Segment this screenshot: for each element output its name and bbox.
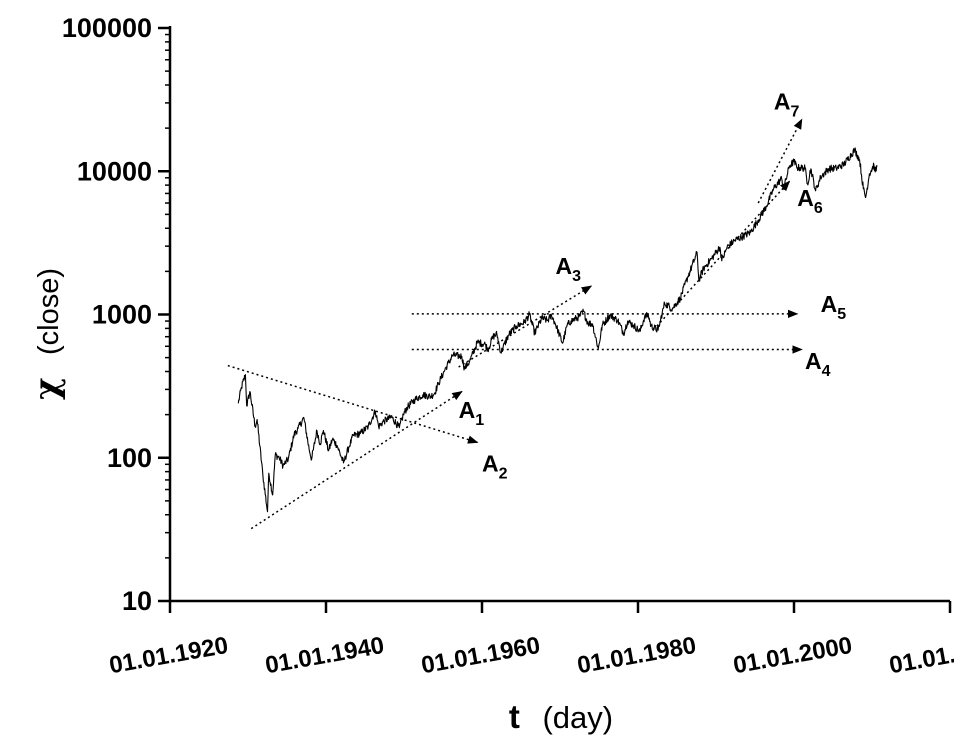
y-axis-ticks: 10 100 1000 10000 100000: [62, 13, 170, 616]
x-tick-label: 01.01.1960: [419, 632, 542, 679]
x-tick-label: 01.01.2000: [731, 632, 854, 679]
y-tick-label: 10: [122, 586, 152, 616]
x-tick-label: 01.01.1920: [107, 632, 230, 679]
annotations: A1 A2 A3 A4 A5 A6 A7: [459, 88, 847, 482]
trendlines: [227, 118, 803, 530]
y-tick-label: 100000: [62, 13, 152, 43]
x-axis-ticks: 01.01.1920 01.01.1940 01.01.1960 01.01.1980…: [107, 601, 954, 679]
series-lines: [237, 147, 878, 513]
y-tick-label: 1000: [92, 300, 152, 330]
x-tick-label: 01.01.1940: [263, 632, 386, 679]
trendline-a3: [458, 285, 593, 368]
y-axis-title: χ (close): [27, 268, 67, 400]
x-axis-unit: (day): [542, 700, 613, 735]
trendline-a7: [757, 118, 803, 204]
annotation-a7: A7: [774, 88, 800, 120]
annotation-a6: A6: [797, 185, 823, 217]
x-tick-label: 01.01.1980: [575, 632, 698, 679]
annotation-a4: A4: [805, 348, 831, 380]
y-tick-label: 100: [107, 443, 152, 473]
annotation-a1: A1: [459, 397, 485, 429]
trendline-a2: [227, 364, 479, 444]
annotation-a5: A5: [821, 291, 847, 323]
annotation-a2: A2: [482, 451, 508, 483]
x-tick-label: 01.01.2020: [887, 632, 954, 679]
trendline-a1: [250, 390, 463, 530]
series-line-0: [237, 147, 878, 513]
y-tick-label: 10000: [77, 156, 152, 186]
x-axis-symbol: t: [509, 698, 520, 735]
x-axis-title: t (day): [509, 698, 613, 735]
y-axis-unit: (close): [33, 268, 65, 355]
y-axis-symbol: χ: [27, 378, 67, 400]
annotation-a3: A3: [555, 253, 581, 285]
